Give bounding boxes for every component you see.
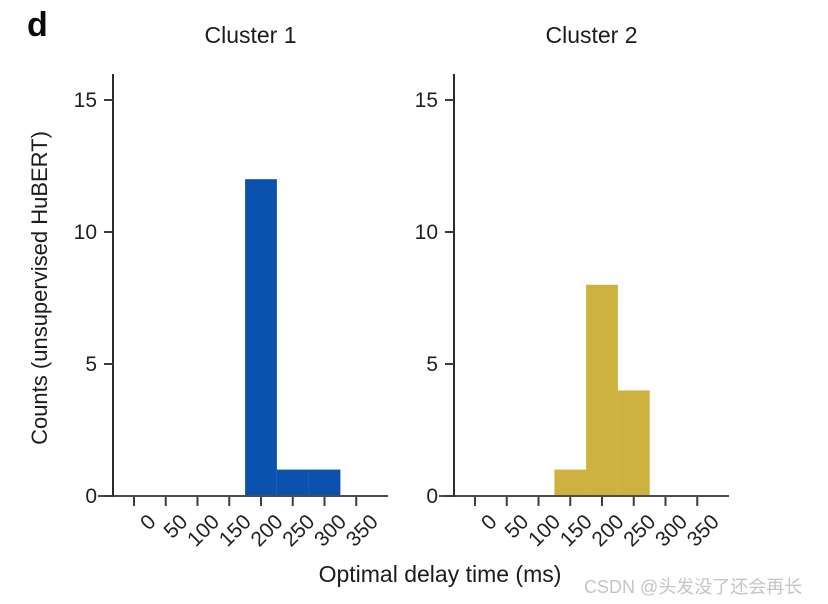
histogram-bar xyxy=(586,284,618,496)
y-tick-label: 5 xyxy=(426,353,438,376)
y-axis-label: Counts (unsupervised HuBERT) xyxy=(27,131,52,445)
watermark: CSDN @头发没了还会再长 xyxy=(584,577,803,597)
y-tick-label: 10 xyxy=(74,221,97,244)
y-tick-label: 15 xyxy=(74,89,97,112)
y-tick-label: 5 xyxy=(85,353,97,376)
histogram-bar xyxy=(308,469,341,496)
x-tick-label: 0 xyxy=(136,510,161,535)
y-tick-label: 10 xyxy=(415,221,438,244)
histogram-bar xyxy=(276,469,309,496)
chart-title-cluster-2: Cluster 2 xyxy=(545,22,638,48)
y-tick-label: 0 xyxy=(85,485,97,508)
x-tick-label: 0 xyxy=(477,510,502,535)
histogram-bar xyxy=(617,390,650,496)
y-tick-label: 15 xyxy=(415,89,438,112)
chart-title-cluster-1: Cluster 1 xyxy=(204,22,297,48)
x-axis-label: Optimal delay time (ms) xyxy=(318,561,562,587)
x-tick-label: 350 xyxy=(683,510,724,551)
x-tick-label: 350 xyxy=(342,510,383,551)
histogram-bar xyxy=(554,469,587,496)
histogram-bar xyxy=(245,179,277,496)
y-tick-label: 0 xyxy=(426,485,438,508)
panel-label: d xyxy=(27,6,48,44)
